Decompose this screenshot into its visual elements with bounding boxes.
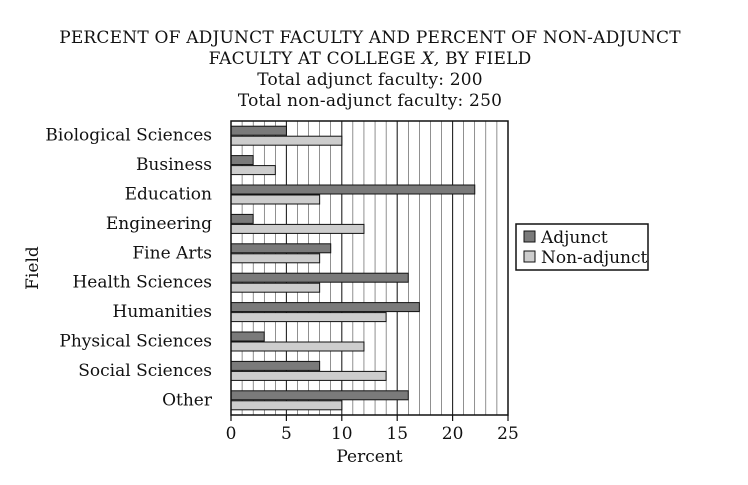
subtitle-nonadjunct-total: Total non-adjunct faculty: 250 [237, 91, 503, 111]
plot-frame [230, 120, 509, 416]
bar-non-adjunct [230, 135, 343, 146]
x-tick-label: 0 [226, 424, 237, 444]
bar-non-adjunct [230, 370, 387, 381]
bar-adjunct [230, 243, 332, 254]
bar-non-adjunct [230, 312, 387, 323]
bar-non-adjunct [230, 253, 321, 264]
x-axis-label: Percent [336, 447, 402, 467]
category-label: Social Sciences [78, 361, 212, 381]
y-axis-label: Field [23, 246, 43, 290]
bar-non-adjunct [230, 194, 321, 205]
category-label: Engineering [106, 214, 212, 234]
x-tick-label: 15 [386, 424, 408, 444]
category-label: Biological Sciences [45, 126, 212, 146]
title-line-2-italic: X, [421, 49, 440, 69]
chart-title-line-2: FACULTY AT COLLEGE X, BY FIELD [0, 49, 740, 69]
bar-adjunct [230, 331, 265, 342]
category-label: Other [162, 390, 213, 410]
bar-non-adjunct [230, 282, 321, 293]
x-tick-label: 20 [442, 424, 464, 444]
subtitle-adjunct-total: Total adjunct faculty: 200 [257, 70, 483, 90]
bar-non-adjunct [230, 223, 365, 234]
legend-swatch-non-adjunct [523, 250, 536, 263]
category-label: Physical Sciences [59, 332, 212, 352]
legend-swatch-adjunct [523, 230, 536, 243]
bar-adjunct [230, 272, 409, 283]
category-label: Health Sciences [72, 273, 212, 293]
legend-label-adjunct: Adjunct [540, 228, 608, 248]
legend-label-non-adjunct: Non-adjunct [541, 248, 648, 268]
title-line-2-prefix: FACULTY AT COLLEGE [208, 49, 422, 69]
category-label: Fine Arts [132, 243, 212, 263]
bar-adjunct [230, 213, 254, 224]
bar-adjunct [230, 390, 409, 401]
legend: Adjunct Non-adjunct [515, 223, 649, 271]
bar-adjunct [230, 184, 476, 195]
x-tick-label: 10 [331, 424, 353, 444]
category-labels: Biological Sciences Business Education Engi… [45, 126, 212, 411]
bar-adjunct [230, 155, 254, 166]
category-label: Education [125, 185, 212, 205]
bar-adjunct [230, 360, 321, 371]
category-label: Business [136, 155, 212, 175]
bars-layer [230, 125, 476, 411]
bar-adjunct [230, 302, 420, 313]
legend-box [515, 223, 649, 271]
x-axis-ticks: 0 5 10 15 20 25 [226, 415, 519, 444]
x-tick-label: 25 [497, 424, 519, 444]
bar-non-adjunct [230, 165, 276, 176]
bar-non-adjunct [230, 400, 343, 411]
chart-title-line-1: PERCENT OF ADJUNCT FACULTY AND PERCENT O… [59, 28, 681, 48]
category-label: Humanities [113, 302, 212, 322]
x-tick-label: 5 [281, 424, 292, 444]
bar-adjunct [230, 125, 287, 136]
title-line-2-suffix: BY FIELD [439, 49, 532, 69]
bar-non-adjunct [230, 341, 365, 352]
